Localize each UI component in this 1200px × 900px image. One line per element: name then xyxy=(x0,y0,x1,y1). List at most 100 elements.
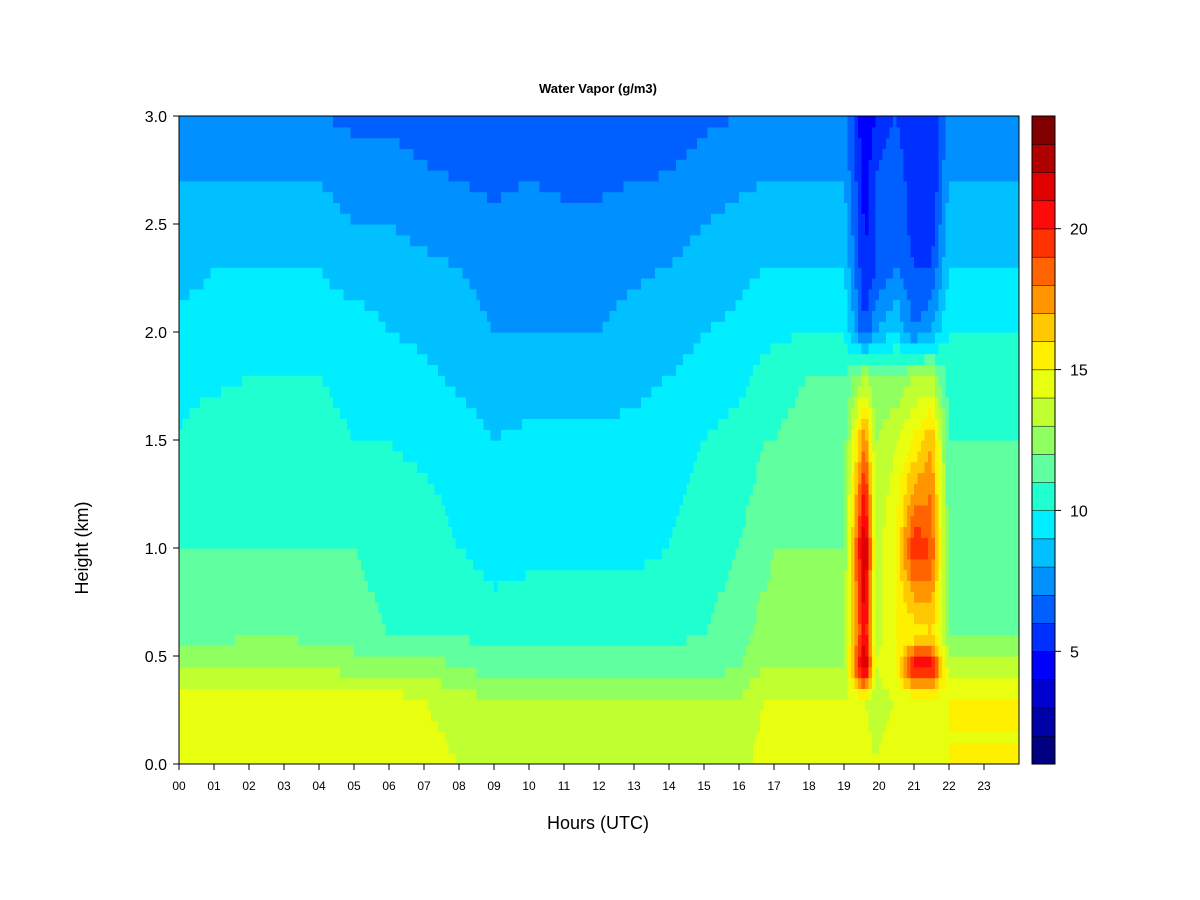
heatmap-cell xyxy=(224,234,229,247)
heatmap-cell xyxy=(371,515,376,527)
heatmap-cell xyxy=(410,396,415,409)
heatmap-cell xyxy=(452,386,457,398)
heatmap-cell xyxy=(431,558,436,571)
heatmap-cell xyxy=(214,623,219,635)
heatmap-cell xyxy=(420,742,425,754)
heatmap-cell xyxy=(434,202,439,214)
heatmap-cell xyxy=(214,267,219,279)
heatmap-cell xyxy=(399,720,404,733)
heatmap-cell xyxy=(315,569,320,581)
heatmap-cell xyxy=(371,450,376,463)
heatmap-cell xyxy=(445,299,450,311)
heatmap-cell xyxy=(340,418,345,430)
heatmap-cell xyxy=(238,666,243,679)
heatmap-cell xyxy=(182,375,187,387)
heatmap-cell xyxy=(301,591,306,603)
heatmap-cell xyxy=(413,256,418,268)
heatmap-cell xyxy=(221,612,226,625)
heatmap-cell xyxy=(441,332,446,344)
heatmap-cell xyxy=(308,656,313,668)
heatmap-cell xyxy=(214,375,219,387)
heatmap-cell xyxy=(448,299,453,311)
heatmap-cell xyxy=(315,710,320,722)
heatmap-cell xyxy=(245,278,250,290)
heatmap-cell xyxy=(277,494,282,506)
heatmap-cell xyxy=(203,753,208,764)
heatmap-cell xyxy=(203,483,208,495)
heatmap-cell xyxy=(462,591,467,603)
heatmap-cell xyxy=(417,256,422,268)
heatmap-cell xyxy=(266,645,271,657)
heatmap-cell xyxy=(445,720,450,733)
heatmap-cell xyxy=(298,202,303,214)
heatmap-cell xyxy=(382,407,387,419)
heatmap-cell xyxy=(235,515,240,527)
heatmap-cell xyxy=(249,720,254,733)
heatmap-cell xyxy=(438,407,443,419)
heatmap-cell xyxy=(224,742,229,754)
heatmap-cell xyxy=(186,191,191,203)
heatmap-cell xyxy=(361,126,366,139)
heatmap-cell xyxy=(277,580,282,592)
heatmap-cell xyxy=(431,742,436,754)
heatmap-cell xyxy=(364,731,369,743)
heatmap-cell xyxy=(242,612,247,625)
heatmap-cell xyxy=(270,116,275,128)
heatmap-cell xyxy=(462,742,467,754)
heatmap-cell xyxy=(270,742,275,754)
heatmap-cell xyxy=(224,699,229,711)
heatmap-cell xyxy=(221,396,226,409)
heatmap-cell xyxy=(249,213,254,225)
heatmap-cell xyxy=(396,375,401,387)
heatmap-cell xyxy=(392,731,397,743)
heatmap-cell xyxy=(252,731,257,743)
heatmap-cell xyxy=(217,299,222,311)
heatmap-cell xyxy=(441,310,446,322)
heatmap-cell xyxy=(273,180,278,193)
heatmap-cell xyxy=(424,126,429,139)
heatmap-cell xyxy=(207,602,212,614)
heatmap-cell xyxy=(396,353,401,365)
heatmap-cell xyxy=(294,245,299,257)
heatmap-cell xyxy=(231,537,236,549)
heatmap-cell xyxy=(410,148,415,160)
heatmap-cell xyxy=(221,634,226,646)
heatmap-cell xyxy=(343,267,348,279)
heatmap-cell xyxy=(273,407,278,419)
heatmap-cell xyxy=(305,742,310,754)
heatmap-cell xyxy=(284,645,289,657)
heatmap-cell xyxy=(308,645,313,657)
heatmap-cell xyxy=(361,753,366,764)
heatmap-cell xyxy=(326,310,331,322)
heatmap-cell xyxy=(466,440,471,452)
heatmap-cell xyxy=(445,688,450,700)
heatmap-cell xyxy=(410,310,415,322)
heatmap-cell xyxy=(228,612,233,625)
heatmap-cell xyxy=(427,245,432,257)
heatmap-cell xyxy=(284,483,289,495)
heatmap-cell xyxy=(284,688,289,700)
heatmap-cell xyxy=(329,656,334,668)
heatmap-cell xyxy=(256,353,261,365)
heatmap-cell xyxy=(238,688,243,700)
heatmap-cell xyxy=(448,677,453,689)
heatmap-cell xyxy=(266,396,271,409)
heatmap-cell xyxy=(238,753,243,764)
heatmap-cell xyxy=(217,731,222,743)
heatmap-cell xyxy=(182,245,187,257)
heatmap-cell xyxy=(357,126,362,139)
heatmap-cell xyxy=(224,688,229,700)
heatmap-cell xyxy=(291,180,296,193)
heatmap-cell xyxy=(284,278,289,290)
heatmap-cell xyxy=(284,256,289,268)
heatmap-cell xyxy=(238,332,243,344)
heatmap-cell xyxy=(340,116,345,128)
heatmap-cell xyxy=(424,170,429,182)
heatmap-cell xyxy=(228,656,233,668)
heatmap-cell xyxy=(245,440,250,452)
heatmap-cell xyxy=(357,267,362,279)
heatmap-cell xyxy=(385,450,390,463)
heatmap-cell xyxy=(305,504,310,517)
heatmap-cell xyxy=(410,364,415,376)
heatmap-cell xyxy=(186,688,191,700)
